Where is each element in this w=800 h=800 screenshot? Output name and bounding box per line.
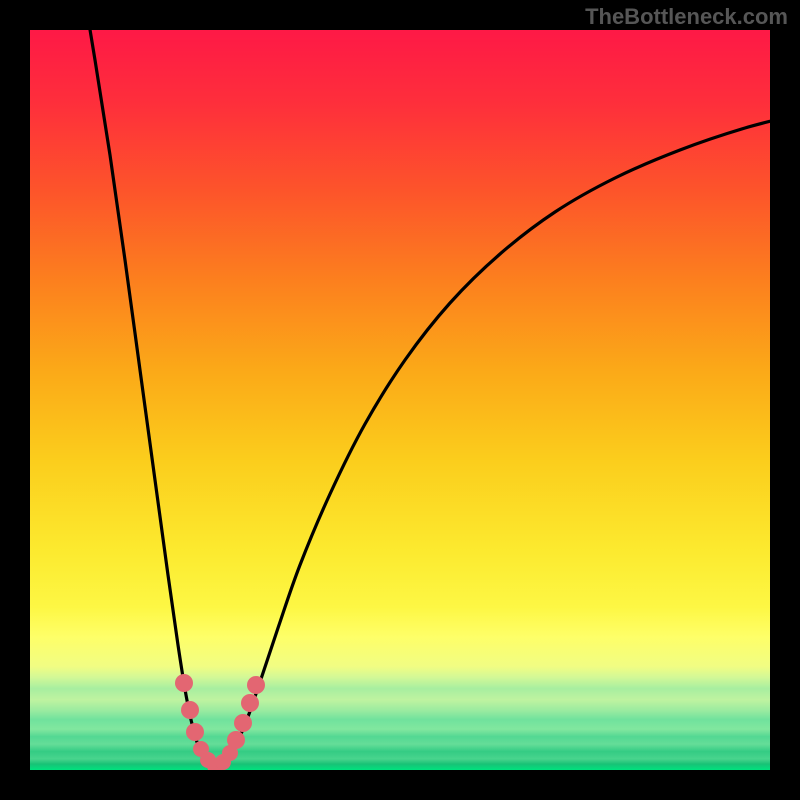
curve-marker	[227, 731, 245, 749]
curve-marker	[247, 676, 265, 694]
gradient-background	[30, 30, 770, 770]
curve-marker	[186, 723, 204, 741]
curve-marker	[234, 714, 252, 732]
watermark-text: TheBottleneck.com	[585, 4, 788, 30]
curve-marker	[241, 694, 259, 712]
chart-container: TheBottleneck.com	[0, 0, 800, 800]
curve-marker	[175, 674, 193, 692]
curve-marker	[181, 701, 199, 719]
plot-area	[0, 0, 800, 800]
